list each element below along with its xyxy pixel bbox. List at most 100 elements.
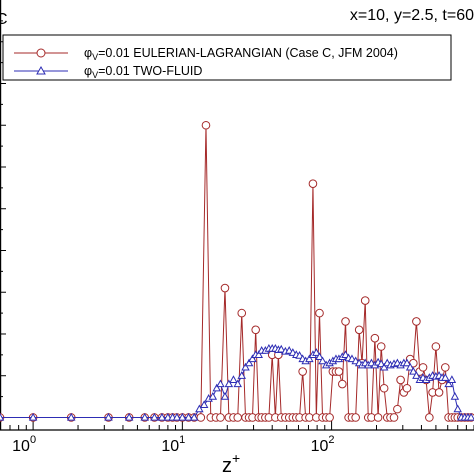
data-point (441, 363, 450, 372)
data-point (157, 412, 167, 421)
data-point (444, 379, 453, 388)
data-point (195, 404, 204, 413)
data-point (412, 371, 421, 379)
plot-axes (0, 0, 474, 431)
data-point (233, 379, 242, 388)
data-point (229, 375, 238, 383)
x-tick-label: 102 (311, 434, 335, 455)
data-point (201, 120, 211, 130)
data-point (370, 333, 380, 343)
data-point (196, 413, 206, 422)
legend-entry-2: φV=0.01 TWO-FLUID (14, 64, 202, 80)
data-point (140, 412, 150, 421)
data-point (244, 358, 254, 367)
x-axis-label-sup: + (232, 450, 240, 466)
legend: φV=0.01 EULERIAN-LAGRANGIAN (Case C, JFM… (2, 34, 452, 81)
legend-box (2, 34, 452, 81)
data-point (220, 283, 230, 293)
data-point (248, 354, 257, 363)
data-point (402, 383, 412, 393)
data-point (295, 351, 304, 359)
legend-text-1: =0.01 EULERIAN-LAGRANGIAN (Case C, JFM 2… (98, 46, 398, 60)
data-point (393, 404, 402, 414)
x-tick-labels: 100 101 102 (12, 434, 334, 455)
x-axis-label-base: z (222, 455, 232, 474)
data-point (298, 367, 307, 376)
data-point (389, 413, 399, 422)
data-point (315, 352, 324, 361)
data-point (396, 375, 405, 385)
data-point (178, 412, 187, 421)
data-point (376, 342, 386, 351)
legend-symbol-2: φ (84, 64, 92, 78)
data-point (347, 354, 357, 363)
data-point (425, 413, 434, 422)
data-point (237, 371, 246, 379)
y-axis-label: C (0, 11, 8, 28)
data-point (379, 362, 389, 371)
data-point (184, 412, 193, 421)
data-point (308, 179, 318, 188)
data-point (402, 358, 412, 367)
data-point (199, 400, 209, 409)
series-2 (0, 343, 474, 421)
data-point (233, 413, 243, 422)
data-point (28, 412, 38, 421)
data-point (351, 413, 360, 422)
data-point (241, 362, 250, 371)
data-point (453, 404, 462, 413)
legend-entry-1: φV=0.01 EULERIAN-LAGRANGIAN (Case C, JFM… (14, 46, 398, 62)
legend-text-2: =0.01 TWO-FLUID (98, 64, 202, 78)
data-point (405, 362, 415, 371)
legend-subscript-1: V (92, 52, 98, 62)
data-point (212, 383, 221, 392)
data-point (237, 308, 247, 318)
legend-marker-1 (36, 48, 46, 58)
data-point (312, 348, 321, 356)
data-point (409, 366, 418, 375)
data-point (354, 325, 364, 335)
data-point (124, 412, 134, 421)
legend-label-2: φV=0.01 TWO-FLUID (84, 64, 202, 80)
data-point (341, 350, 350, 358)
data-point (412, 317, 421, 326)
data-point (466, 412, 474, 421)
data-point (315, 308, 324, 318)
legend-marker-2 (36, 65, 46, 75)
series-layer (0, 120, 474, 422)
data-point (251, 325, 260, 335)
data-point (216, 379, 225, 388)
data-point (220, 391, 230, 400)
data-point (447, 375, 457, 383)
data-point (434, 388, 444, 397)
data-point (104, 412, 113, 421)
data-point (318, 356, 327, 365)
data-point (441, 373, 450, 381)
data-point (450, 391, 460, 400)
data-point (172, 412, 182, 421)
x-tick-label: 101 (161, 434, 185, 455)
data-point (208, 391, 218, 400)
data-point (334, 367, 344, 376)
data-point (341, 317, 350, 326)
data-point (431, 342, 441, 351)
data-point (216, 413, 225, 422)
legend-symbol-1: φ (84, 46, 92, 60)
x-axis-label: z+ (222, 450, 240, 474)
data-point (305, 354, 314, 363)
legend-label-1: φV=0.01 EULERIAN-LAGRANGIAN (Case C, JFM… (84, 46, 398, 62)
data-point (360, 296, 370, 305)
data-point (66, 412, 76, 421)
data-point (0, 412, 5, 421)
data-point (189, 412, 199, 421)
data-point (325, 413, 334, 422)
chart-title: x=10, y=2.5, t=60 (350, 7, 474, 24)
data-point (373, 413, 383, 422)
data-point (418, 363, 428, 372)
legend-subscript-2: V (92, 70, 98, 80)
data-point (338, 379, 347, 389)
x-tick-label: 100 (12, 434, 36, 455)
data-point (150, 412, 159, 421)
data-point (277, 344, 286, 353)
